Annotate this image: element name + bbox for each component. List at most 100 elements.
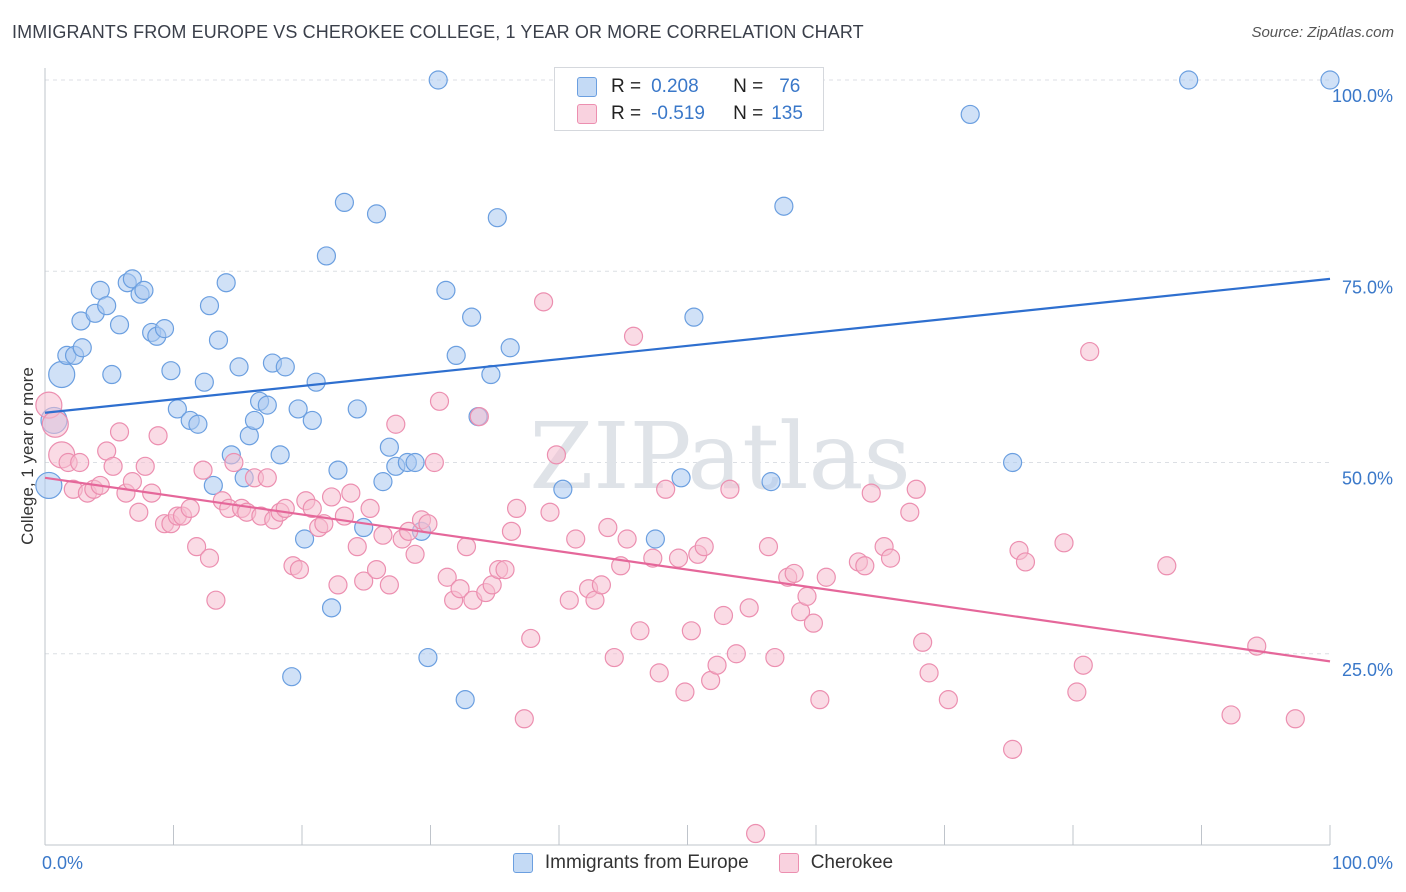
europe-point bbox=[97, 296, 117, 316]
cherokee-point bbox=[1073, 655, 1093, 675]
europe-point bbox=[379, 437, 399, 457]
cherokee-point bbox=[289, 559, 310, 580]
cherokee-point bbox=[1080, 341, 1100, 362]
cherokee-point bbox=[816, 567, 836, 587]
europe-point bbox=[481, 364, 501, 385]
cherokee-point bbox=[148, 426, 168, 446]
cherokee-point bbox=[720, 479, 740, 499]
cherokee-point bbox=[180, 498, 200, 518]
y-tick-label: 100.0% bbox=[1332, 86, 1393, 106]
legend-n-value: 135 bbox=[771, 103, 803, 124]
legend-swatch-blue bbox=[512, 853, 533, 873]
legend-r-label: R = bbox=[611, 103, 642, 124]
europe-point bbox=[244, 410, 265, 431]
europe-point bbox=[48, 360, 76, 389]
cherokee-point bbox=[675, 682, 695, 702]
legend-row-cherokee: R = -0.519 N = 135 bbox=[577, 100, 803, 128]
cherokee-point bbox=[913, 632, 933, 652]
cherokee-point bbox=[546, 445, 567, 465]
cherokee-point bbox=[919, 663, 939, 683]
cherokee-point bbox=[765, 647, 785, 668]
europe-point bbox=[671, 468, 691, 488]
cherokee-trend-line bbox=[44, 476, 1331, 663]
europe-point bbox=[761, 472, 781, 492]
cherokee-point bbox=[521, 628, 541, 649]
cherokee-point bbox=[713, 605, 734, 626]
cherokee-point bbox=[41, 410, 69, 438]
cherokee-point bbox=[109, 422, 130, 442]
europe-point bbox=[428, 70, 448, 90]
cherokee-point bbox=[1285, 709, 1305, 729]
cherokee-point bbox=[668, 548, 689, 568]
europe-point bbox=[462, 307, 482, 327]
europe-point bbox=[373, 472, 393, 492]
europe-point bbox=[109, 315, 130, 335]
cherokee-point bbox=[604, 647, 624, 668]
cherokee-point bbox=[424, 452, 444, 473]
cherokee-point bbox=[1054, 533, 1074, 553]
legend-item-europe[interactable]: Immigrants from Europe bbox=[512, 852, 749, 874]
europe-point bbox=[161, 361, 181, 381]
cherokee-point bbox=[630, 621, 650, 641]
data-points bbox=[35, 70, 1340, 844]
europe-point bbox=[275, 357, 295, 377]
cherokee-point bbox=[566, 529, 586, 549]
legend-swatch-pink bbox=[778, 853, 799, 873]
legend-label-europe: Immigrants from Europe bbox=[544, 852, 749, 873]
cherokee-point bbox=[707, 655, 727, 675]
tick-labels: 100.0% 75.0% 50.0% 25.0% 0.0% 100.0% bbox=[42, 86, 1393, 873]
legend-n-label: N = bbox=[733, 103, 764, 124]
cherokee-point bbox=[758, 537, 779, 557]
legend-r-value: 0.208 bbox=[651, 76, 699, 97]
europe-point bbox=[229, 357, 249, 377]
europe-point bbox=[306, 372, 326, 392]
europe-point bbox=[294, 529, 315, 549]
legend-item-cherokee[interactable]: Cherokee bbox=[778, 852, 893, 874]
europe-point bbox=[684, 307, 704, 327]
cherokee-point bbox=[861, 483, 881, 503]
europe-point bbox=[354, 517, 374, 538]
correlation-legend: R = 0.208 N = 76 R = -0.519 N = 135 bbox=[554, 67, 824, 131]
cherokee-point bbox=[643, 548, 663, 568]
cherokee-point bbox=[456, 537, 477, 557]
europe-point bbox=[102, 364, 122, 385]
axes bbox=[44, 68, 1331, 846]
cherokee-point bbox=[855, 556, 875, 576]
cherokee-point bbox=[540, 502, 560, 522]
europe-point bbox=[194, 372, 214, 392]
cherokee-point bbox=[746, 823, 766, 844]
europe-point bbox=[347, 399, 367, 419]
y-tick-label: 75.0% bbox=[1342, 277, 1393, 297]
cherokee-point bbox=[681, 621, 701, 641]
cherokee-point bbox=[437, 567, 457, 587]
europe-point bbox=[257, 395, 277, 415]
europe-point bbox=[316, 246, 337, 266]
cherokee-point bbox=[1157, 556, 1177, 576]
cherokee-point bbox=[405, 544, 425, 564]
cherokee-point bbox=[70, 452, 90, 473]
europe-point bbox=[134, 280, 154, 300]
europe-point bbox=[455, 690, 475, 710]
trend-lines bbox=[44, 277, 1331, 663]
europe-point bbox=[188, 414, 208, 434]
cherokee-point bbox=[360, 498, 380, 518]
europe-point bbox=[282, 667, 302, 687]
cherokee-point bbox=[514, 709, 534, 729]
cherokee-point bbox=[469, 407, 489, 427]
cherokee-point bbox=[302, 498, 322, 518]
cherokee-point bbox=[450, 579, 470, 599]
legend-r-label: R = bbox=[611, 76, 642, 97]
cherokee-point bbox=[379, 575, 399, 595]
europe-point bbox=[208, 330, 229, 350]
legend-r-value: -0.519 bbox=[651, 103, 705, 124]
cherokee-point bbox=[386, 414, 406, 434]
cherokee-point bbox=[135, 456, 155, 476]
europe-point bbox=[270, 445, 290, 465]
cherokee-point bbox=[938, 690, 958, 710]
legend-swatch-blue bbox=[577, 77, 597, 97]
europe-point bbox=[321, 598, 342, 618]
cherokee-point bbox=[591, 575, 612, 595]
europe-point bbox=[446, 345, 466, 365]
europe-point bbox=[366, 204, 387, 224]
cherokee-point bbox=[906, 479, 926, 499]
